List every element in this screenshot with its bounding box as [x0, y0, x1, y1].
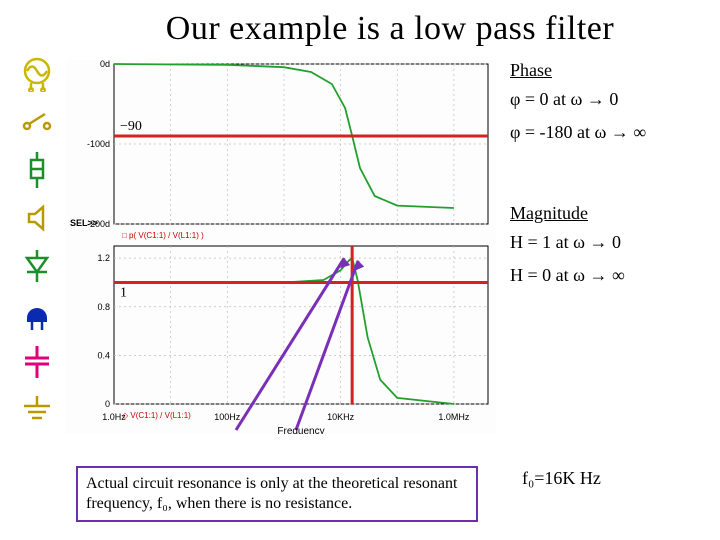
sine-source-icon — [19, 56, 55, 92]
svg-text:0: 0 — [105, 399, 110, 409]
resonance-note: Actual circuit resonance is only at the … — [76, 466, 478, 522]
svg-text:◇ V(C1:1) / V(L1:1): ◇ V(C1:1) / V(L1:1) — [122, 411, 191, 420]
ground-icon — [19, 392, 55, 428]
icon-sidebar — [14, 56, 60, 428]
dashpot-icon — [19, 152, 55, 188]
svg-text:SEL>>: SEL>> — [70, 218, 98, 228]
diode-icon — [19, 248, 55, 284]
capacitor-icon — [19, 344, 55, 380]
annotation-column: Phase φ = 0 at ω → 0 φ = -180 at ω → ∞ M… — [510, 60, 720, 298]
phase-header: Phase — [510, 60, 720, 81]
svg-text:1: 1 — [120, 285, 127, 300]
led-icon — [19, 296, 55, 332]
svg-text:1.0MHz: 1.0MHz — [438, 412, 470, 422]
svg-text:0d: 0d — [100, 60, 110, 69]
mag-limit-0: H = 1 at ω → 0 — [510, 232, 720, 253]
page-title: Our example is a low pass filter — [70, 10, 710, 48]
speaker-icon — [19, 200, 55, 236]
svg-text:0.4: 0.4 — [97, 350, 110, 360]
phase-limit-inf: φ = -180 at ω → ∞ — [510, 122, 720, 143]
switch-icon — [19, 104, 55, 140]
mag-limit-inf: H = 0 at ω → ∞ — [510, 265, 720, 286]
svg-text:□ p( V(C1:1) / V(L1:1) ): □ p( V(C1:1) / V(L1:1) ) — [122, 231, 204, 240]
svg-text:1.2: 1.2 — [97, 253, 110, 263]
svg-text:Frequency: Frequency — [277, 426, 324, 434]
bode-chart: 0d-100d-200d−90□ p( V(C1:1) / V(L1:1) )S… — [66, 60, 496, 434]
magnitude-header: Magnitude — [510, 203, 720, 224]
svg-text:1.0Hz: 1.0Hz — [102, 412, 126, 422]
f0-label: f₀=16K Hz — [522, 468, 601, 489]
svg-text:0.8: 0.8 — [97, 302, 110, 312]
phase-limit-0: φ = 0 at ω → 0 — [510, 89, 720, 110]
svg-text:10KHz: 10KHz — [327, 412, 355, 422]
svg-text:−90: −90 — [120, 119, 142, 134]
svg-text:-100d: -100d — [87, 139, 110, 149]
svg-text:100Hz: 100Hz — [214, 412, 241, 422]
